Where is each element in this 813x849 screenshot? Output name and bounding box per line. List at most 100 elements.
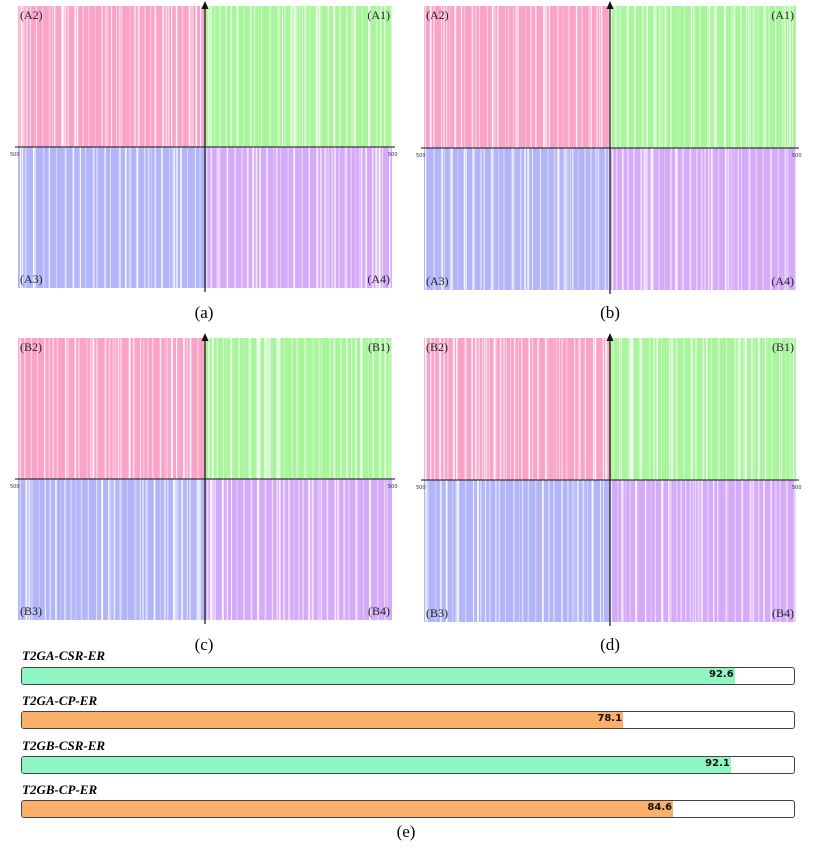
quadrant-label-q4: (A4) xyxy=(367,272,390,286)
barcode-stripe xyxy=(194,147,196,288)
barcode-stripe xyxy=(627,148,629,290)
barcode-stripe xyxy=(562,6,564,148)
barcode-stripe xyxy=(324,147,326,288)
quadrant-label-q2: (B2) xyxy=(20,340,42,354)
barcode-stripe xyxy=(143,338,145,479)
barcode-stripe xyxy=(671,338,674,480)
barcode-stripe xyxy=(587,480,588,622)
barcode-stripe xyxy=(129,6,131,147)
barcode-stripe xyxy=(767,338,769,480)
barcode-stripe xyxy=(101,479,104,620)
barcode-stripe xyxy=(460,6,463,148)
barcode-stripe xyxy=(563,148,566,290)
barcode-stripe xyxy=(250,338,252,479)
quadrant-q2-fill xyxy=(18,338,205,479)
barcode-stripe xyxy=(504,6,506,148)
barcode-stripe xyxy=(733,148,735,290)
barcode-stripe xyxy=(584,338,587,480)
barcode-stripe xyxy=(661,338,662,480)
barcode-stripe xyxy=(590,148,592,290)
barcode-stripe xyxy=(199,147,201,288)
barcode-stripe xyxy=(147,338,149,479)
barcode-stripe xyxy=(685,480,687,622)
barcode-stripe xyxy=(519,148,522,290)
barcode-stripe xyxy=(64,479,66,620)
barcode-stripe xyxy=(692,480,695,622)
barcode-stripe xyxy=(338,147,340,288)
barcode-stripe xyxy=(693,6,695,148)
barcode-stripe xyxy=(464,338,467,480)
barcode-stripe xyxy=(740,6,742,148)
barcode-stripe xyxy=(309,6,311,147)
barcode-stripe xyxy=(200,479,201,620)
barcode-stripe xyxy=(154,6,157,147)
quadrant-label-q4: (B4) xyxy=(368,604,390,618)
barcode-stripe xyxy=(492,148,495,290)
barcode-stripe xyxy=(320,147,322,288)
barcode-stripe xyxy=(655,480,656,622)
barcode-stripe xyxy=(741,480,744,622)
quadrant-label-q3: (B3) xyxy=(426,606,448,620)
barcode-stripe xyxy=(465,480,467,622)
barcode-stripe xyxy=(545,6,548,148)
barcode-stripe xyxy=(675,148,678,290)
barcode-stripe xyxy=(284,338,285,479)
barcode-stripe xyxy=(521,480,524,622)
barcode-stripe xyxy=(288,479,291,620)
barcode-stripe xyxy=(368,6,371,147)
quadrant-q3-stripes xyxy=(424,148,610,290)
barcode-stripe xyxy=(595,148,597,290)
barcode-stripe xyxy=(433,148,436,290)
barcode-stripe xyxy=(763,6,765,148)
barcode-stripe xyxy=(207,338,210,479)
barcode-stripe xyxy=(389,147,391,288)
barcode-stripe xyxy=(269,6,272,147)
barcode-stripe xyxy=(275,147,278,288)
barcode-stripe xyxy=(321,6,323,147)
caption-b: (b) xyxy=(600,303,620,322)
barcode-stripe xyxy=(496,6,499,148)
barcode-stripe xyxy=(498,148,500,290)
barcode-stripe xyxy=(689,480,692,622)
barcode-stripe xyxy=(101,6,103,147)
barcode-stripe xyxy=(331,147,333,288)
barcode-stripe xyxy=(750,338,753,480)
barcode-stripe xyxy=(619,6,622,148)
barcode-stripe xyxy=(611,148,614,290)
barcode-stripe xyxy=(119,479,122,620)
barcode-stripe xyxy=(34,147,36,288)
barcode-stripe xyxy=(727,480,729,622)
barcode-stripe xyxy=(771,338,773,480)
barcode-stripe xyxy=(713,480,715,622)
barcode-stripe xyxy=(301,147,303,288)
barcode-stripe xyxy=(287,147,289,288)
barcode-stripe xyxy=(377,479,379,620)
barcode-stripe xyxy=(664,148,666,290)
barcode-stripe xyxy=(362,479,364,620)
barcode-stripe xyxy=(640,148,643,290)
barcode-stripe xyxy=(734,338,736,480)
barcode-stripe xyxy=(256,338,259,479)
barcode-stripe xyxy=(304,338,307,479)
barcode-stripe xyxy=(516,6,519,148)
barcode-stripe xyxy=(710,338,712,480)
barcode-stripe xyxy=(64,147,67,288)
barcode-stripe xyxy=(278,338,281,479)
bar-t2ga-csr-er xyxy=(22,668,736,684)
barcode-stripe xyxy=(472,148,475,290)
barcode-stripe xyxy=(650,148,653,290)
barcode-stripe xyxy=(378,147,381,288)
barcode-stripe xyxy=(457,480,460,622)
barcode-stripe xyxy=(774,480,777,622)
barcode-stripe xyxy=(566,338,568,480)
barcode-stripe xyxy=(617,480,619,622)
barcode-stripe xyxy=(578,338,581,480)
barcode-stripe xyxy=(37,338,39,479)
barcode-stripe xyxy=(293,479,295,620)
barcode-stripe xyxy=(365,147,367,288)
barcode-stripe xyxy=(264,338,266,479)
barcode-stripe xyxy=(557,148,560,290)
barcode-stripe xyxy=(661,480,664,622)
barcode-stripe xyxy=(48,6,51,147)
barcode-stripe xyxy=(656,338,658,480)
